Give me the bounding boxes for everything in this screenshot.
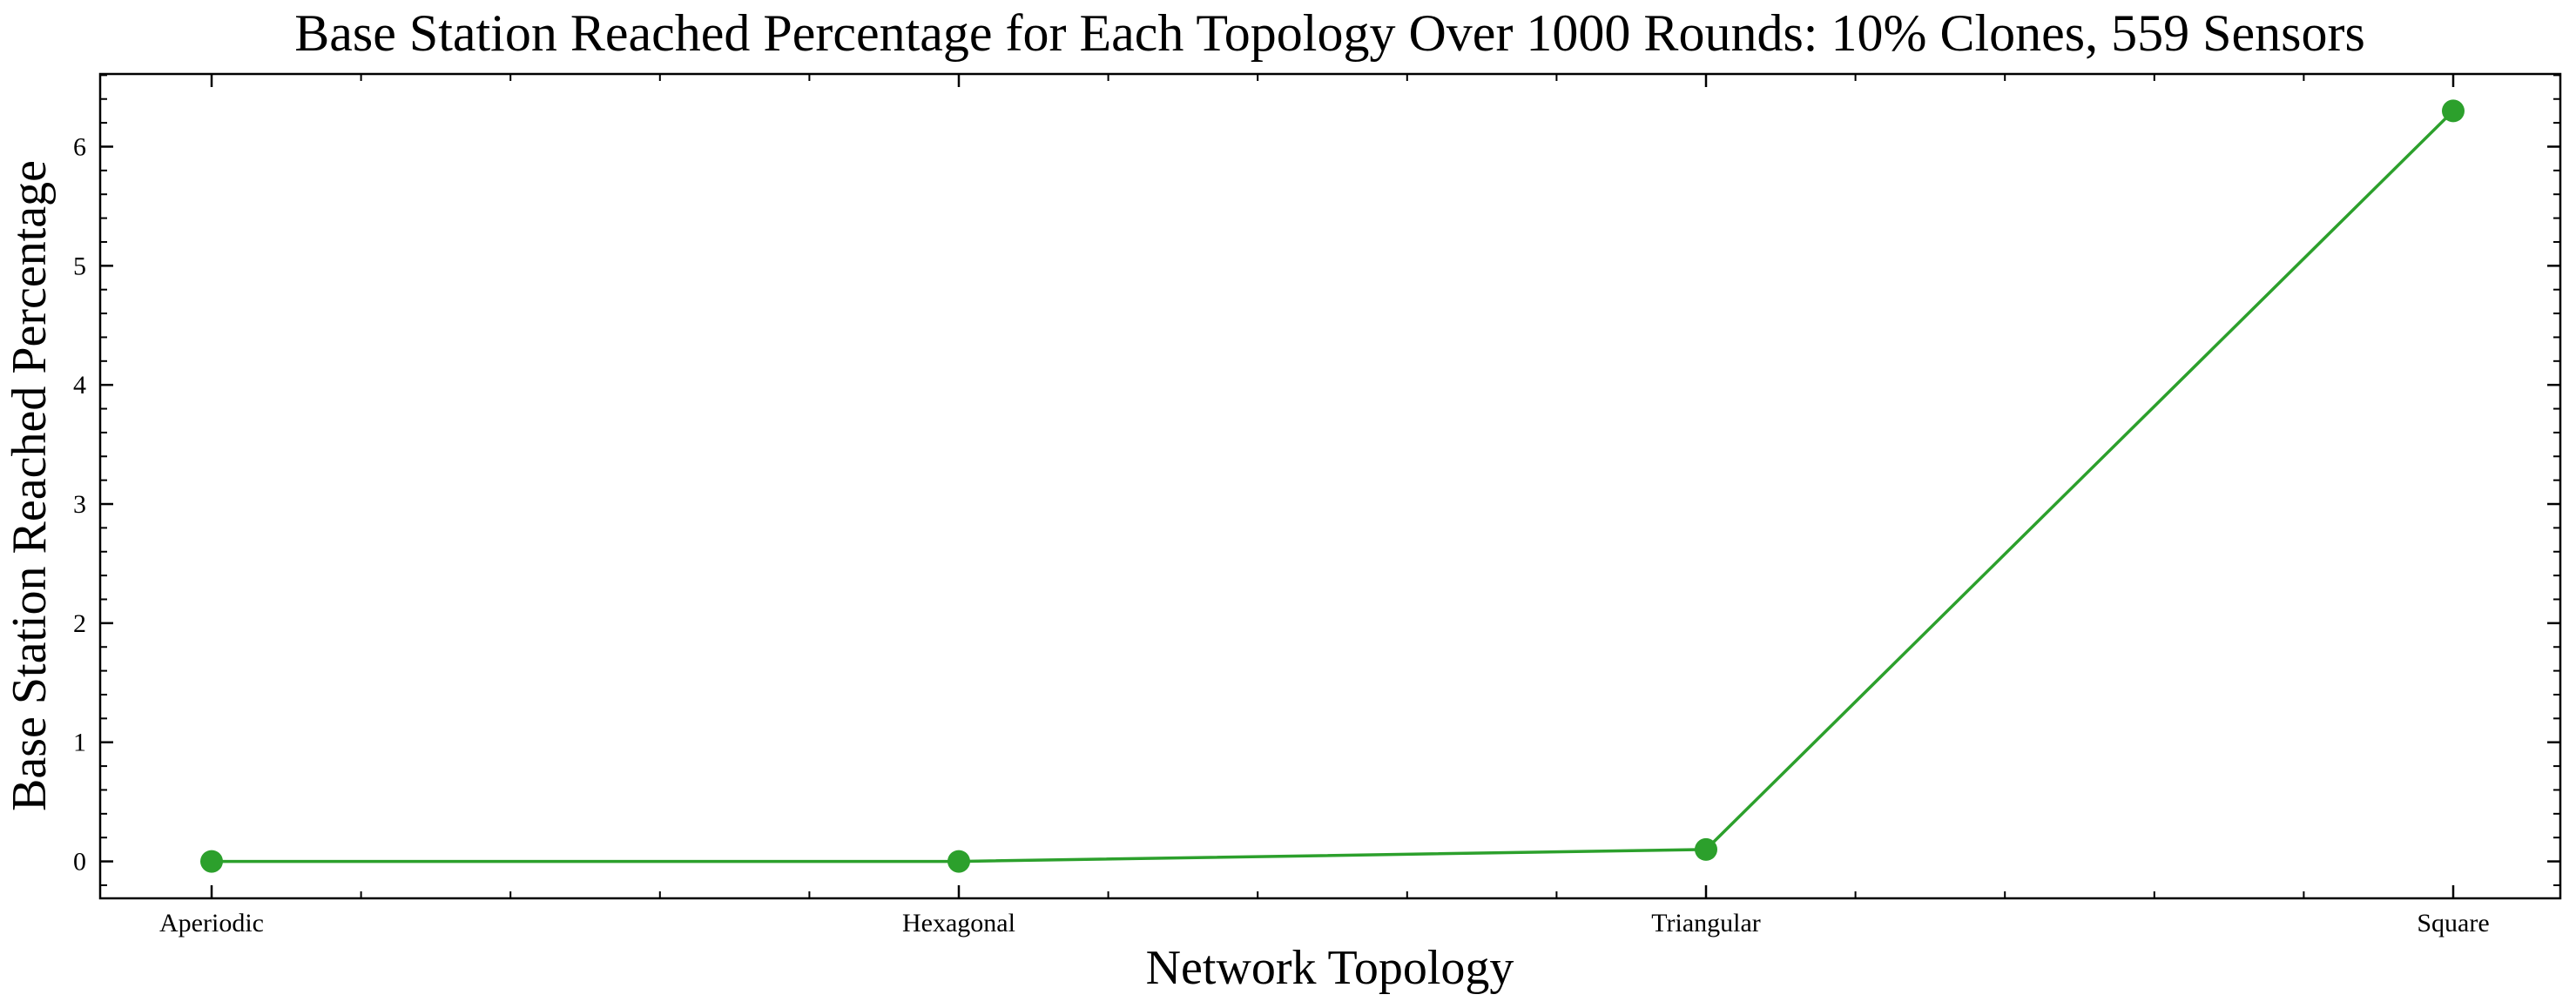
y-tick-label: 4 bbox=[73, 371, 86, 400]
data-point bbox=[947, 850, 970, 873]
y-axis: 0 1 2 3 4 5 6 bbox=[73, 74, 2560, 886]
plot-frame bbox=[98, 72, 2562, 900]
data-point bbox=[200, 850, 223, 873]
data-point bbox=[2442, 99, 2465, 123]
y-tick-label: 5 bbox=[73, 252, 86, 280]
y-tick-label: 3 bbox=[73, 490, 86, 519]
x-tick-label: Hexagonal bbox=[902, 909, 1015, 937]
y-axis-label: Base Station Reached Percentage bbox=[3, 160, 57, 811]
x-axis: Aperiodic Hexagonal Triangular Square bbox=[159, 74, 2490, 937]
series-line bbox=[212, 110, 2455, 864]
series-layer bbox=[200, 99, 2465, 873]
y-tick-label: 6 bbox=[73, 132, 86, 161]
chart-title: Base Station Reached Percentage for Each… bbox=[294, 4, 2365, 62]
x-tick-label: Aperiodic bbox=[159, 909, 264, 937]
y-tick-label: 1 bbox=[73, 729, 86, 757]
x-axis-label: Network Topology bbox=[1146, 941, 1514, 995]
x-tick-label: Triangular bbox=[1651, 909, 1761, 937]
x-tick-label: Square bbox=[2417, 909, 2489, 937]
y-tick-label: 0 bbox=[73, 848, 86, 877]
data-point bbox=[1695, 837, 1717, 861]
y-tick-label: 2 bbox=[73, 609, 86, 638]
